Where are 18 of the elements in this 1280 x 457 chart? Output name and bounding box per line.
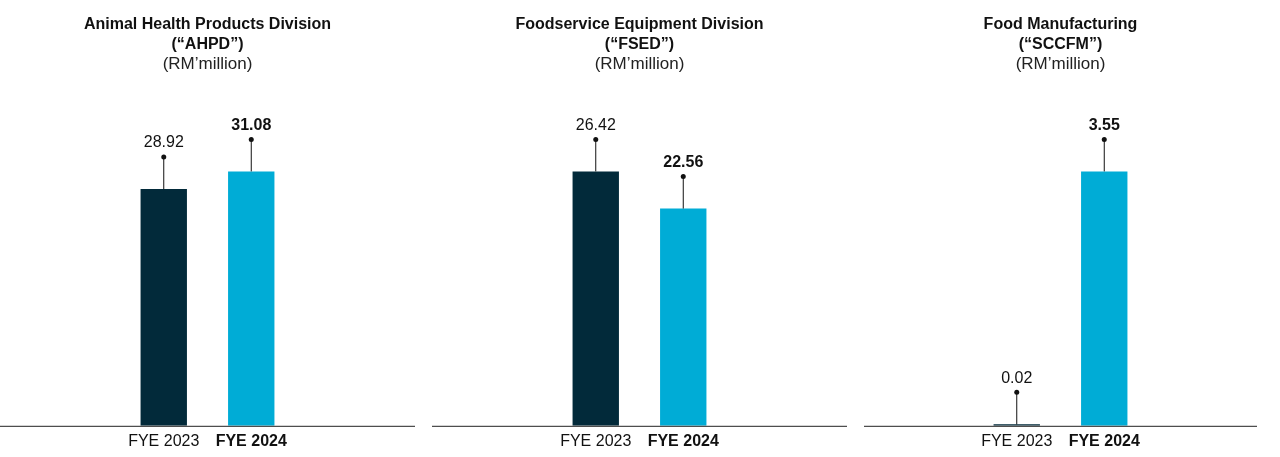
x-tick-label: FYE 2023 — [981, 431, 1053, 449]
data-label: 26.42 — [575, 115, 616, 133]
data-label: 28.92 — [143, 133, 184, 151]
x-tick-label: FYE 2024 — [647, 431, 719, 449]
data-label: 31.08 — [231, 115, 272, 133]
data-label: 22.56 — [663, 152, 704, 170]
chart-title: Food Manufacturing (“SCCFM”) — [982, 14, 1139, 54]
data-label: 0.02 — [1001, 368, 1033, 386]
x-tick-label: FYE 2023 — [560, 431, 632, 449]
x-tick-label: FYE 2024 — [1068, 431, 1140, 449]
chart-title: Foodservice Equipment Division (“FSED”) — [514, 14, 765, 54]
data-label: 3.55 — [1088, 115, 1120, 133]
chart-subtitle: (RM’million) — [1014, 54, 1107, 74]
chart-subtitle: (RM’million) — [161, 54, 254, 74]
x-tick-label: FYE 2023 — [128, 431, 200, 449]
chart-title: Animal Health Products Division (“AHPD”) — [82, 14, 333, 54]
x-tick-label: FYE 2024 — [215, 431, 287, 449]
chart-subtitle: (RM’million) — [593, 54, 686, 74]
